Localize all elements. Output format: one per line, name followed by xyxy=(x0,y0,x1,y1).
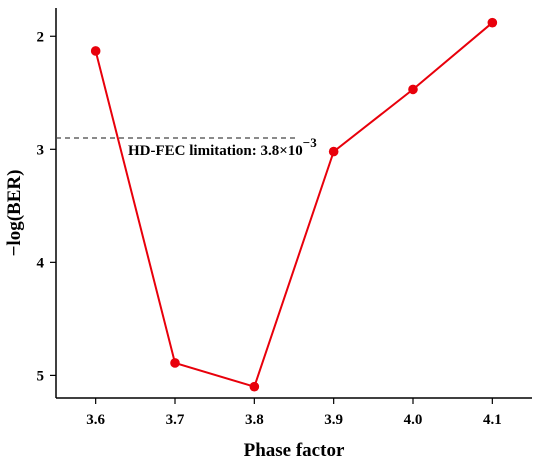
x-axis-title: Phase factor xyxy=(244,440,345,461)
data-point xyxy=(408,84,418,95)
x-tick-label: 3.6 xyxy=(86,412,105,428)
data-point xyxy=(90,46,101,56)
y-tick-label: 5 xyxy=(37,368,45,384)
x-tick-label: 3.8 xyxy=(245,412,264,428)
y-axis-ticks: 2 3 4 5 xyxy=(37,29,56,384)
x-tick-label: 4.0 xyxy=(404,412,423,428)
x-tick-label: 3.9 xyxy=(324,412,343,428)
hd-fec-threshold-label-main: HD-FEC limitation: 3.8×10 xyxy=(128,143,303,159)
series-line xyxy=(94,21,493,388)
y-tick-label: 4 xyxy=(37,255,45,271)
hd-fec-threshold-label: HD-FEC limitation: 3.8×10−3 xyxy=(128,135,317,159)
data-point xyxy=(170,358,180,368)
data-point xyxy=(487,17,498,28)
plot-area: 3.6 3.7 3.8 3.9 4.0 4.1 2 3 4 5 HD-FEC limitatio… xyxy=(37,8,532,428)
x-tick-label: 4.1 xyxy=(483,412,502,428)
x-tick-label: 3.7 xyxy=(166,412,185,428)
y-axis-title: −log(BER) xyxy=(4,170,25,257)
x-axis-ticks: 3.6 3.7 3.8 3.9 4.0 4.1 xyxy=(86,398,502,428)
series-group xyxy=(90,17,498,392)
y-tick-label: 3 xyxy=(37,142,45,158)
data-point xyxy=(249,381,260,392)
y-tick-label: 2 xyxy=(37,29,45,45)
data-point xyxy=(328,146,339,157)
hd-fec-threshold-label-exponent: −3 xyxy=(303,135,317,150)
